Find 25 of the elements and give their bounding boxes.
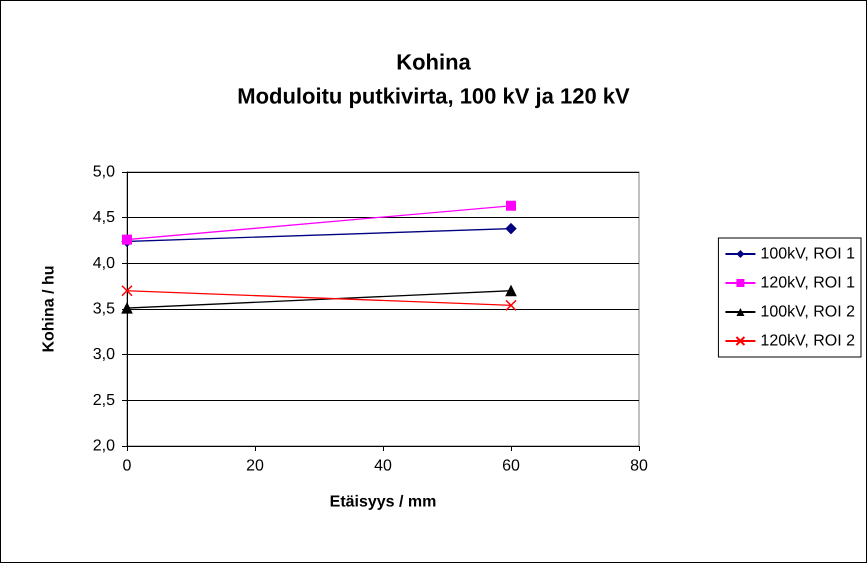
y-tick-label: 4,5 bbox=[92, 209, 116, 226]
point bbox=[505, 300, 517, 312]
x-tick-label: 40 bbox=[374, 458, 392, 474]
x-tick-label: 20 bbox=[246, 458, 264, 474]
point bbox=[121, 284, 133, 296]
point bbox=[506, 200, 516, 211]
point bbox=[122, 234, 132, 245]
y-tick-label: 4,0 bbox=[92, 254, 116, 272]
legend-label: 120kV, ROI 2 bbox=[760, 332, 856, 350]
y-tick-label: 2,5 bbox=[92, 392, 116, 409]
y-axis-title: Kohina / hu bbox=[40, 265, 58, 353]
point bbox=[506, 223, 516, 234]
x-tick-label: 80 bbox=[630, 458, 648, 474]
x-tick-label: 60 bbox=[502, 458, 520, 474]
y-tick-label: 2,0 bbox=[92, 438, 116, 454]
legend-label: 100kV, ROI 2 bbox=[760, 304, 856, 320]
x-tick-label: 0 bbox=[122, 458, 132, 474]
chart-subtitle: Moduloitu putkivirta, 100 kV ja 120 kV bbox=[237, 84, 630, 108]
x-axis-title: Etäisyys / mm bbox=[330, 494, 436, 510]
y-tick-label: 3,0 bbox=[92, 346, 116, 364]
legend-label: 120kV, ROI 1 bbox=[760, 274, 856, 292]
chart-title: Kohina bbox=[396, 50, 472, 74]
y-tick-label: 3,5 bbox=[92, 300, 116, 318]
legend-label: 100kV, ROI 1 bbox=[760, 246, 856, 262]
y-tick-label: 5,0 bbox=[92, 164, 116, 180]
